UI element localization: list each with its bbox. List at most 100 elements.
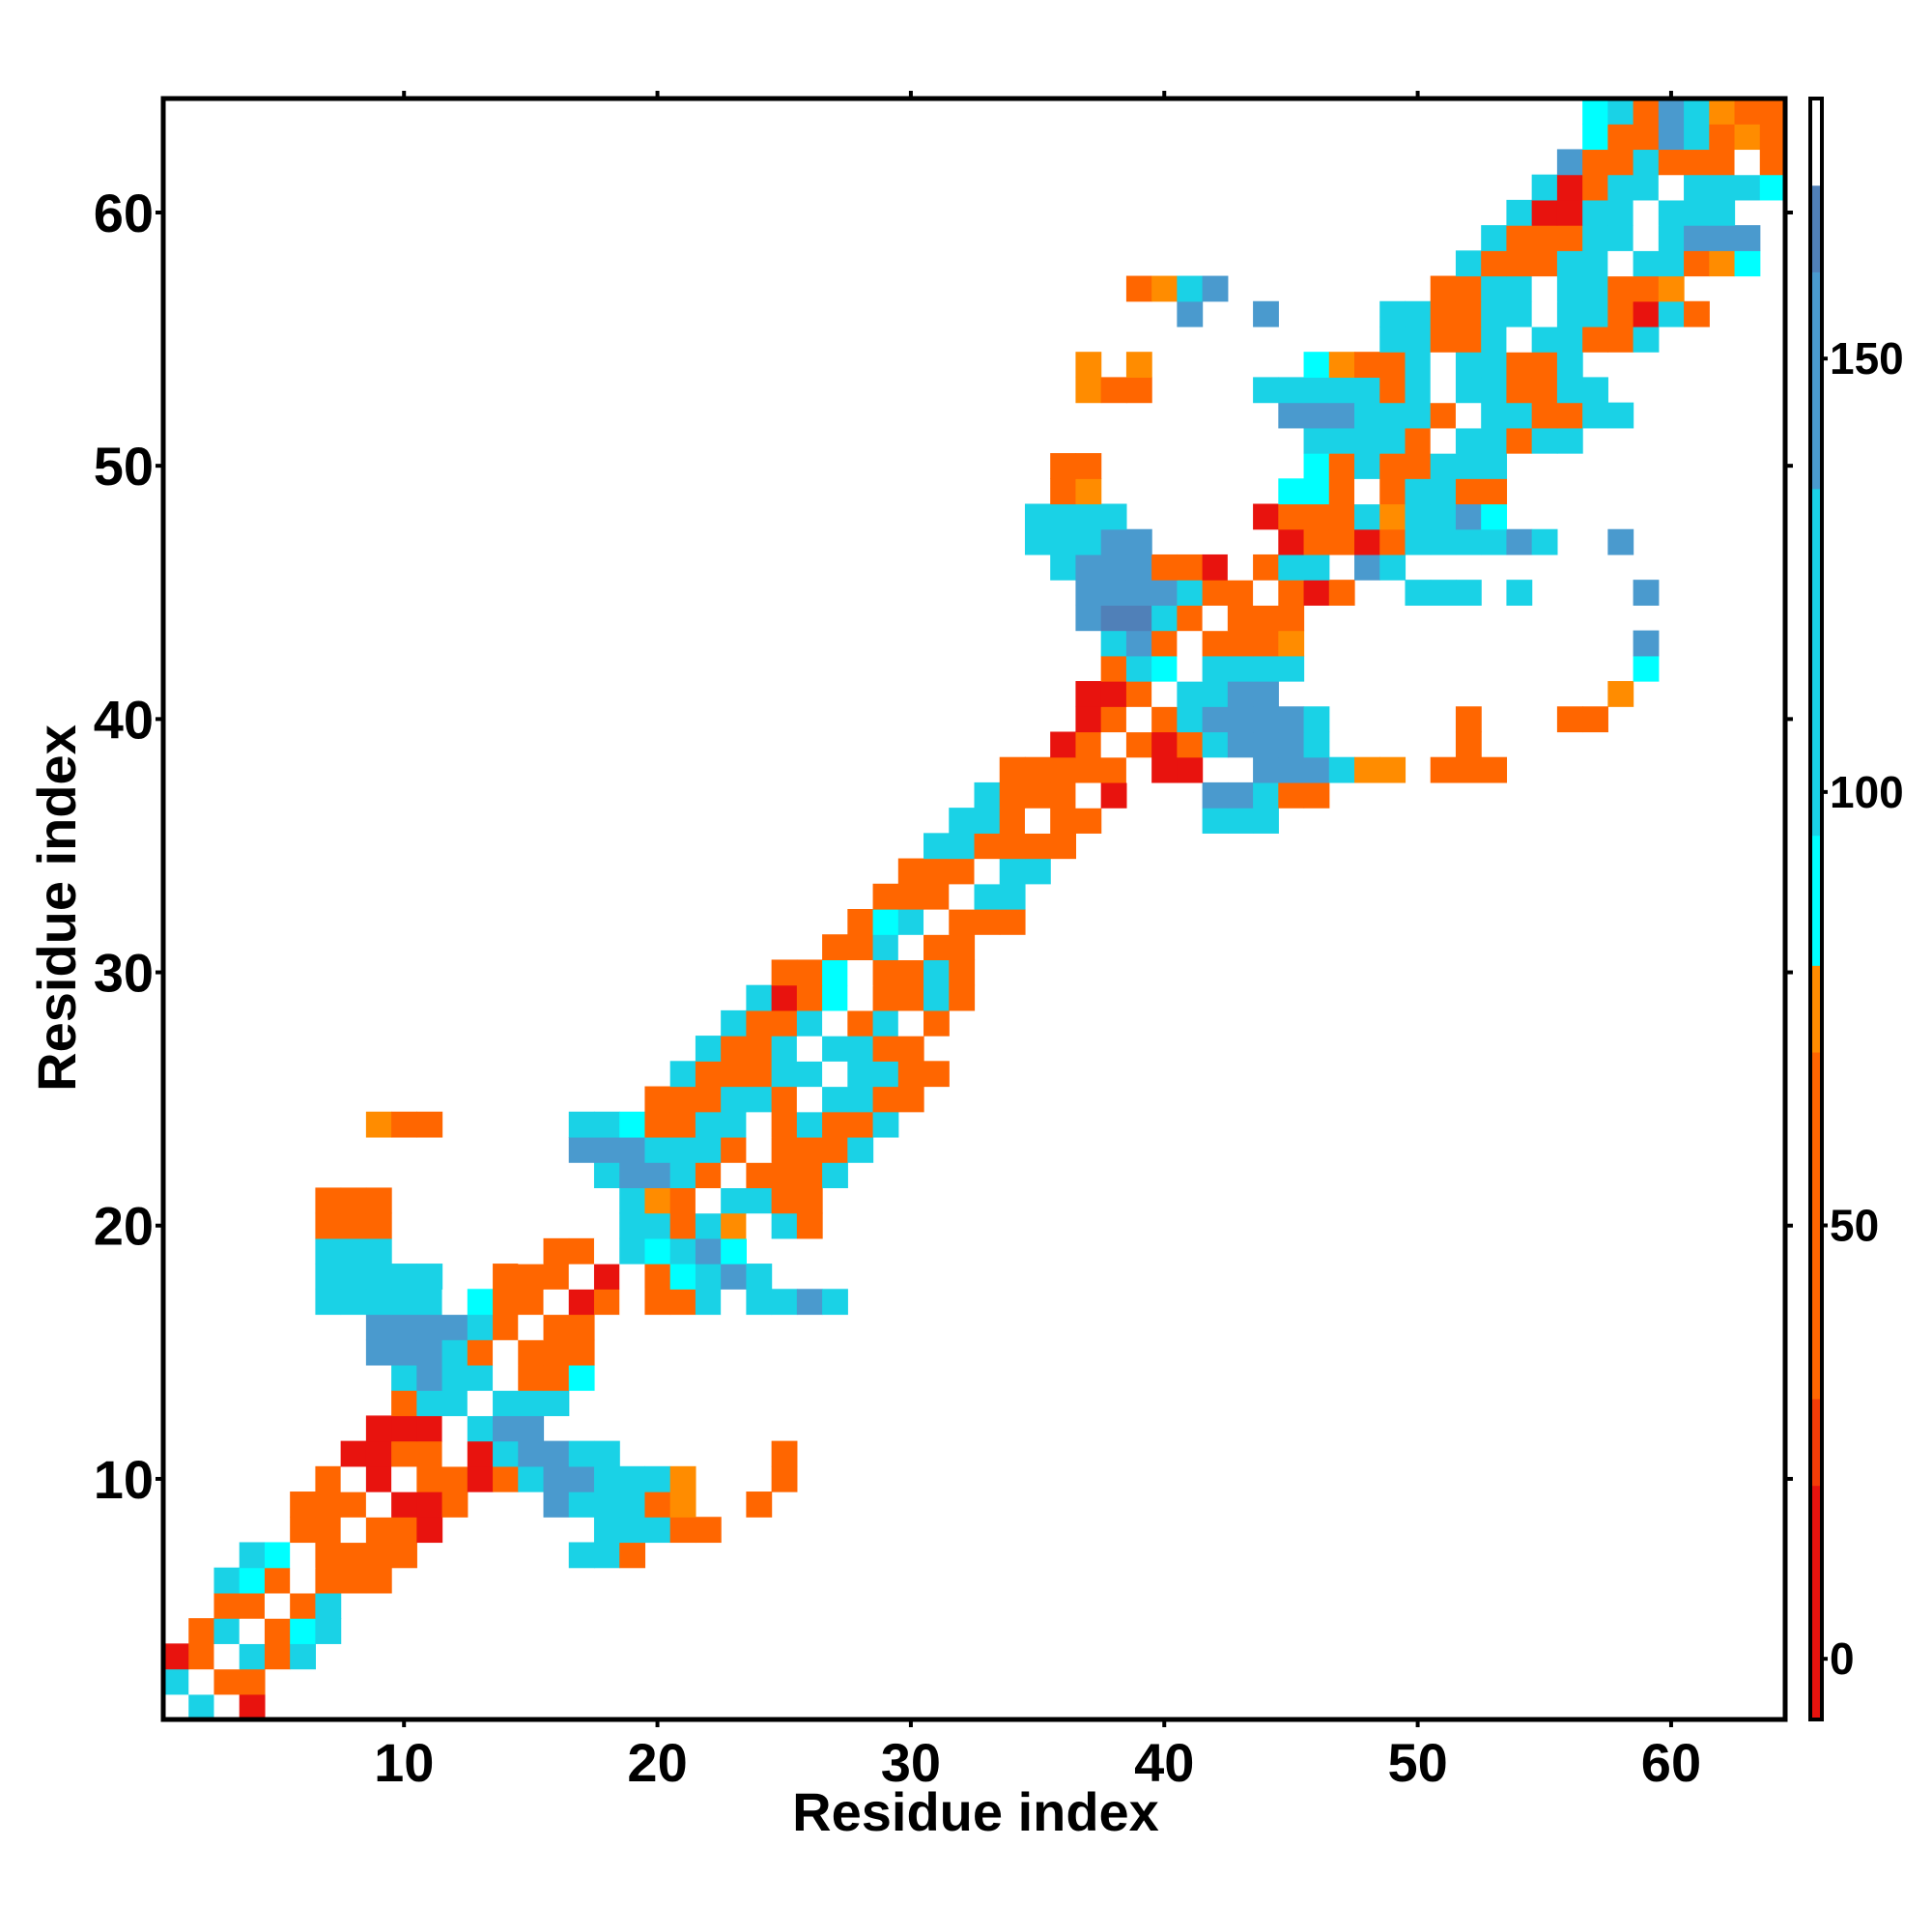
heatmap-cell: [1050, 833, 1077, 860]
heatmap-cell: [1607, 99, 1634, 125]
heatmap-cell: [1556, 326, 1583, 353]
heatmap-cell: [493, 1465, 519, 1492]
heatmap-cell: [644, 1237, 671, 1264]
heatmap-cell: [999, 833, 1026, 860]
heatmap-cell: [1607, 528, 1634, 555]
heatmap-cell: [1075, 352, 1102, 379]
heatmap-cell: [163, 1668, 189, 1695]
heatmap-cell: [1658, 124, 1685, 151]
heatmap-cell: [1556, 377, 1583, 404]
heatmap-cell: [974, 883, 1001, 910]
heatmap-cell: [1607, 149, 1634, 176]
heatmap-cell: [1100, 503, 1127, 530]
heatmap-cell: [897, 1086, 924, 1113]
heatmap-cell: [1506, 275, 1533, 302]
heatmap-cell: [593, 1517, 620, 1544]
heatmap-cell: [669, 1187, 696, 1214]
heatmap-cell: [1202, 554, 1229, 581]
heatmap-cell: [644, 1187, 671, 1214]
heatmap-cell: [1430, 580, 1457, 606]
heatmap-cell: [467, 1465, 494, 1492]
heatmap-cell: [1405, 300, 1432, 327]
heatmap-cell: [1481, 453, 1508, 479]
heatmap-cell: [315, 1618, 342, 1644]
heatmap-cell: [416, 1339, 443, 1366]
heatmap-cell: [315, 1264, 342, 1290]
heatmap-cell: [1582, 250, 1608, 277]
heatmap-cell: [391, 1390, 417, 1416]
heatmap-cell: [1075, 731, 1102, 758]
heatmap-cell: [1227, 580, 1254, 606]
heatmap-cell: [315, 1517, 342, 1544]
heatmap-cell: [543, 1314, 570, 1341]
heatmap-cell: [264, 1567, 291, 1594]
colorbar: [1810, 99, 1822, 1720]
heatmap-cell: [1684, 124, 1710, 151]
heatmap-cell: [1481, 377, 1508, 404]
heatmap-cell: [1253, 655, 1279, 682]
heatmap-cell: [1177, 554, 1204, 581]
heatmap-cell: [1354, 352, 1380, 379]
heatmap-cell: [1202, 731, 1229, 758]
heatmap-cell: [1481, 528, 1508, 555]
heatmap-cell: [340, 1542, 367, 1569]
heatmap-cell: [239, 1643, 266, 1670]
heatmap-cell: [872, 1086, 899, 1113]
heatmap-cell: [1506, 528, 1533, 555]
heatmap-cell: [1177, 706, 1204, 733]
heatmap-cell: [1050, 731, 1077, 758]
x-tick-label: 50: [1387, 1732, 1447, 1793]
heatmap-cell: [1303, 731, 1330, 758]
heatmap-cell: [1024, 503, 1051, 530]
heatmap-cell: [1075, 580, 1102, 606]
heatmap-cell: [1531, 250, 1558, 277]
heatmap-cell: [593, 1162, 620, 1189]
heatmap-cell: [1303, 554, 1330, 581]
heatmap-cell: [493, 1289, 519, 1316]
heatmap-cell: [619, 1542, 646, 1569]
heatmap-cell: [746, 1086, 773, 1113]
heatmap-cell: [721, 1086, 747, 1113]
heatmap-cell: [1050, 781, 1077, 809]
heatmap-cell: [1481, 478, 1508, 505]
heatmap-cell: [1151, 706, 1178, 733]
heatmap-cell: [897, 858, 924, 885]
heatmap-cell: [467, 1314, 494, 1341]
heatmap-cell: [568, 1314, 595, 1341]
heatmap-cell: [1405, 402, 1432, 429]
heatmap-cell: [1709, 124, 1736, 151]
heatmap-cell: [796, 1009, 823, 1037]
heatmap-cell: [213, 1693, 241, 1720]
heatmap-cell: [188, 1693, 215, 1720]
heatmap-cell: [1556, 300, 1583, 327]
heatmap-cell: [391, 1517, 417, 1544]
heatmap-cell: [1303, 453, 1330, 479]
heatmap-cell: [619, 1237, 646, 1264]
heatmap-cell: [543, 1390, 570, 1416]
heatmap-cell: [518, 1289, 545, 1316]
heatmap-cell: [467, 1390, 494, 1416]
heatmap-cell: [416, 1390, 443, 1416]
heatmap-cell: [771, 1465, 798, 1492]
heatmap-cell: [239, 1693, 266, 1720]
heatmap-cell: [1379, 326, 1406, 353]
heatmap-cell: [771, 1187, 798, 1214]
heatmap-cell: [1658, 99, 1685, 125]
heatmap-cell: [644, 1517, 671, 1544]
heatmap-cell: [796, 959, 823, 986]
heatmap-cell: [1607, 225, 1634, 251]
heatmap-cell: [467, 1339, 494, 1366]
heatmap-cell: [1582, 300, 1608, 327]
heatmap-cell: [1050, 756, 1077, 783]
heatmap-cell: [593, 1492, 620, 1518]
heatmap-cell: [619, 1162, 646, 1189]
heatmap-cell: [746, 1264, 773, 1290]
heatmap-cell: [669, 1212, 696, 1239]
heatmap-cell: [847, 959, 874, 986]
heatmap-cell: [315, 1492, 342, 1518]
heatmap-cell: [568, 1465, 595, 1492]
heatmap-cell: [1607, 275, 1634, 302]
heatmap-cell: [365, 1517, 392, 1544]
heatmap-cell: [1100, 756, 1127, 783]
heatmap-cell: [188, 1618, 215, 1644]
